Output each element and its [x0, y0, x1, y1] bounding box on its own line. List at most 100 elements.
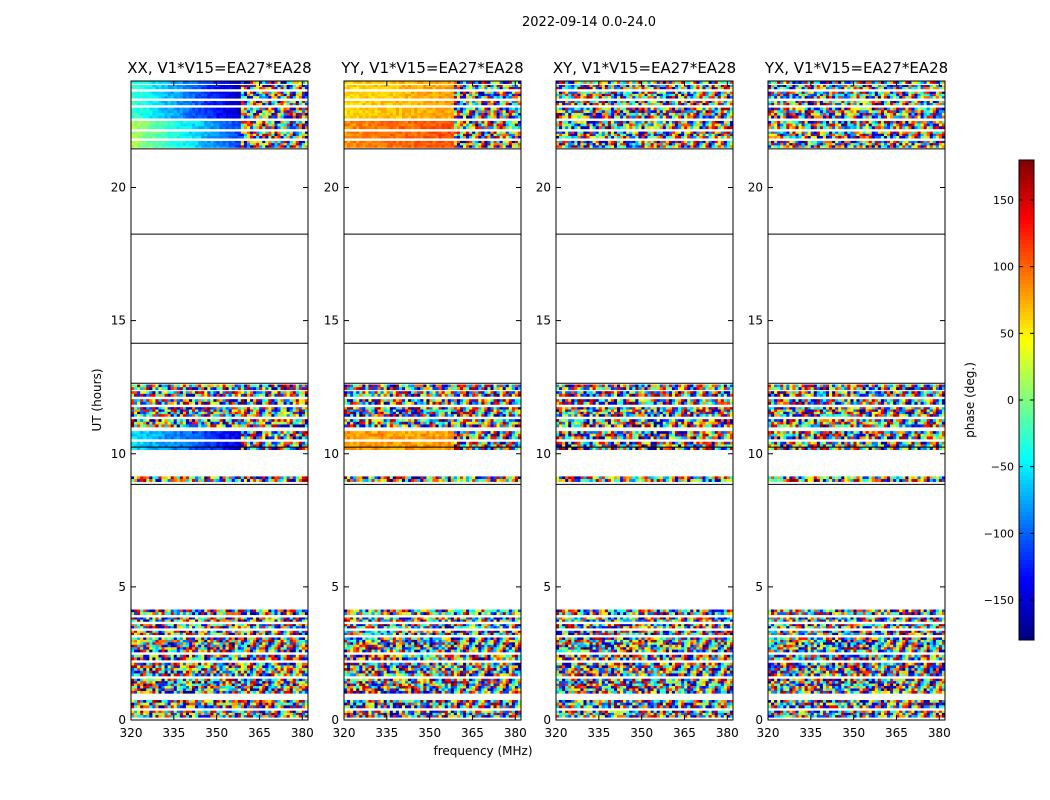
- phase-cell: [277, 637, 281, 641]
- phase-cell: [456, 710, 461, 714]
- phase-cell: [265, 657, 269, 661]
- phase-cell: [268, 384, 272, 388]
- phase-cell: [149, 81, 153, 84]
- phase-cell: [137, 96, 141, 99]
- phase-cell: [167, 673, 171, 677]
- phase-cell: [304, 401, 309, 405]
- phase-cell: [146, 712, 150, 716]
- phase-cell: [240, 431, 245, 435]
- phase-cell: [149, 441, 153, 445]
- phase-cell: [237, 683, 242, 687]
- phase-cell: [268, 647, 272, 650]
- phase-cell: [222, 681, 226, 684]
- phase-cell: [137, 123, 141, 127]
- phase-cell: [298, 384, 303, 388]
- phase-cell: [234, 479, 239, 482]
- phase-cell: [475, 700, 479, 703]
- phase-cell: [176, 644, 181, 648]
- phase-cell: [152, 700, 156, 703]
- phase-cell: [240, 441, 245, 445]
- phase-cell: [207, 688, 211, 692]
- phase-cell: [304, 86, 309, 90]
- phase-cell: [298, 712, 303, 716]
- phase-cell: [219, 670, 223, 674]
- phase-cell: [271, 647, 275, 650]
- phase-cell: [185, 688, 190, 692]
- phase-cell: [192, 419, 196, 423]
- phase-cell: [286, 476, 290, 480]
- phase-cell: [192, 107, 196, 111]
- phase-cell: [182, 100, 187, 104]
- phase-cell: [182, 642, 187, 646]
- phase-cell: [271, 681, 275, 684]
- phase-cell: [170, 681, 174, 684]
- phase-cell: [137, 421, 141, 425]
- phase-cell: [216, 136, 220, 139]
- phase-cell: [149, 712, 153, 716]
- phase-cell: [481, 710, 485, 714]
- phase-cell: [143, 617, 147, 620]
- phase-cell: [456, 705, 461, 709]
- phase-cell: [195, 140, 199, 144]
- phase-cell: [234, 441, 239, 445]
- phase-cell: [277, 433, 281, 437]
- phase-cell: [493, 715, 497, 718]
- phase-cell: [253, 702, 257, 706]
- phase-cell: [256, 670, 260, 674]
- phase-cell: [298, 444, 303, 448]
- phase-cell: [143, 479, 147, 482]
- phase-cell: [277, 431, 281, 435]
- phase-cell: [508, 702, 513, 706]
- phase-cell: [137, 145, 141, 148]
- phase-cell: [271, 657, 275, 661]
- phase-cell: [246, 112, 251, 116]
- phase-cell: [365, 700, 369, 703]
- phase-cell: [210, 421, 214, 425]
- phase-cell: [505, 681, 510, 684]
- phase-cell: [192, 476, 196, 480]
- phase-cell: [277, 688, 281, 692]
- phase-cell: [298, 662, 303, 666]
- phase-cell: [155, 399, 159, 403]
- phase-cell: [298, 700, 303, 703]
- phase-cell: [176, 140, 181, 144]
- phase-cell: [158, 436, 162, 440]
- phase-cell: [237, 387, 242, 391]
- phase-cell: [228, 662, 232, 666]
- phase-cell: [289, 632, 293, 636]
- phase-cell: [292, 624, 297, 627]
- phase-cell: [137, 107, 141, 111]
- phase-cell: [131, 145, 135, 148]
- phase-cell: [253, 683, 257, 687]
- phase-cell: [176, 401, 181, 405]
- phase-cell: [164, 632, 168, 636]
- phase-cell: [265, 662, 269, 666]
- phase-cell: [240, 384, 245, 388]
- phase-cell: [274, 143, 278, 146]
- phase-cell: [283, 688, 287, 692]
- phase-cell: [140, 102, 144, 106]
- phase-cell: [432, 705, 436, 709]
- phase-cell: [152, 712, 156, 716]
- phase-cell: [256, 609, 260, 613]
- phase-cell: [423, 715, 427, 718]
- phase-cell: [143, 476, 147, 480]
- phase-cell: [259, 84, 263, 88]
- phase-cell: [401, 710, 406, 714]
- phase-cell: [225, 411, 229, 415]
- phase-cell: [185, 647, 190, 650]
- phase-cell: [356, 710, 360, 714]
- phase-cell: [274, 110, 278, 114]
- phase-cell: [365, 715, 369, 718]
- phase-cell: [246, 654, 251, 658]
- phase-cell: [167, 407, 171, 410]
- phase-cell: [228, 123, 232, 127]
- phase-cell: [198, 431, 202, 435]
- phase-cell: [164, 100, 168, 104]
- phase-cell: [179, 424, 184, 428]
- phase-cell: [143, 102, 147, 106]
- phase-cell: [280, 441, 284, 445]
- phase-cell: [265, 126, 269, 130]
- phase-cell: [283, 642, 287, 646]
- phase-cell: [292, 712, 297, 716]
